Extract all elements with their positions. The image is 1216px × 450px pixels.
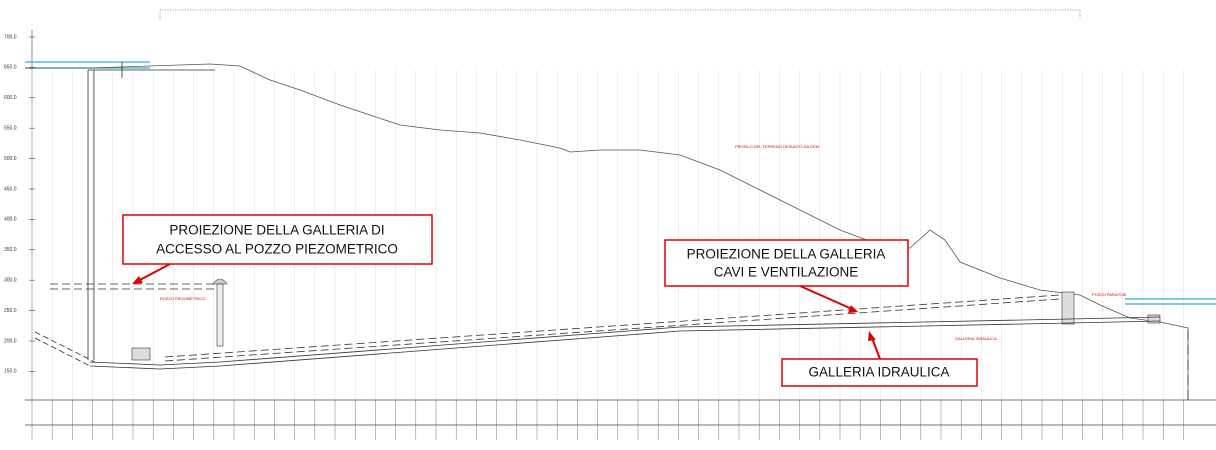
dashed-line bbox=[34, 337, 91, 367]
frame bbox=[159, 9, 1081, 20]
callout-box bbox=[122, 214, 433, 265]
callout-arrow bbox=[871, 337, 881, 360]
callout-box bbox=[664, 239, 909, 287]
tunnel bbox=[89, 316, 1161, 366]
outlet bbox=[1147, 314, 1161, 324]
y-axis-label: 200.0 bbox=[4, 338, 17, 344]
callout-box bbox=[781, 358, 978, 387]
cable-projection bbox=[164, 294, 1061, 358]
callout-text: ACCESSO AL POZZO PIEZOMETRICO bbox=[156, 242, 398, 257]
y-axis-label: 500.0 bbox=[4, 156, 17, 162]
callout-arrowhead bbox=[848, 305, 858, 313]
callout-text: PROIEZIONE DELLA GALLERIA DI bbox=[169, 223, 384, 238]
dashed-line bbox=[34, 331, 96, 363]
y-axis-label: 650.0 bbox=[4, 65, 17, 71]
callout-text: PROIEZIONE DELLA GALLERIA bbox=[687, 247, 886, 262]
y-axis-label: 450.0 bbox=[4, 186, 17, 192]
y-axis-label: 350.0 bbox=[4, 247, 17, 253]
surge-tank bbox=[216, 283, 224, 347]
callout-arrowhead bbox=[132, 276, 143, 284]
y-axis-label: 700.0 bbox=[4, 34, 17, 40]
surge-tank-cap bbox=[212, 278, 228, 285]
tunnel bbox=[89, 320, 1161, 370]
callout-text: GALLERIA IDRAULICA bbox=[808, 365, 949, 380]
annotation: GALLERIA IDRAULICA bbox=[955, 336, 997, 341]
y-axis-label: 150.0 bbox=[4, 369, 17, 375]
gate-shaft bbox=[1061, 291, 1075, 325]
callout-text: CAVI E VENTILAZIONE bbox=[714, 265, 859, 280]
terrain-profile bbox=[25, 63, 1189, 400]
y-axis-label: 550.0 bbox=[4, 126, 17, 132]
callout-arrowhead bbox=[868, 331, 876, 341]
callout-arrow bbox=[137, 263, 171, 282]
y-axis-label: 300.0 bbox=[4, 278, 17, 284]
callout-arrow bbox=[799, 285, 853, 310]
valve-chamber bbox=[131, 347, 151, 361]
annotation: POZZO PIEZOMETRICO bbox=[160, 296, 205, 301]
annotation: POZZO PARATOIE bbox=[1092, 292, 1127, 297]
y-axis-label: 400.0 bbox=[4, 217, 17, 223]
annotation: PROFILO DEL TERRENO DESUNTO DA DEM bbox=[735, 144, 819, 149]
cable-projection bbox=[164, 298, 1061, 362]
y-axis-label: 600.0 bbox=[4, 95, 17, 101]
y-axis-label: 250.0 bbox=[4, 308, 17, 314]
